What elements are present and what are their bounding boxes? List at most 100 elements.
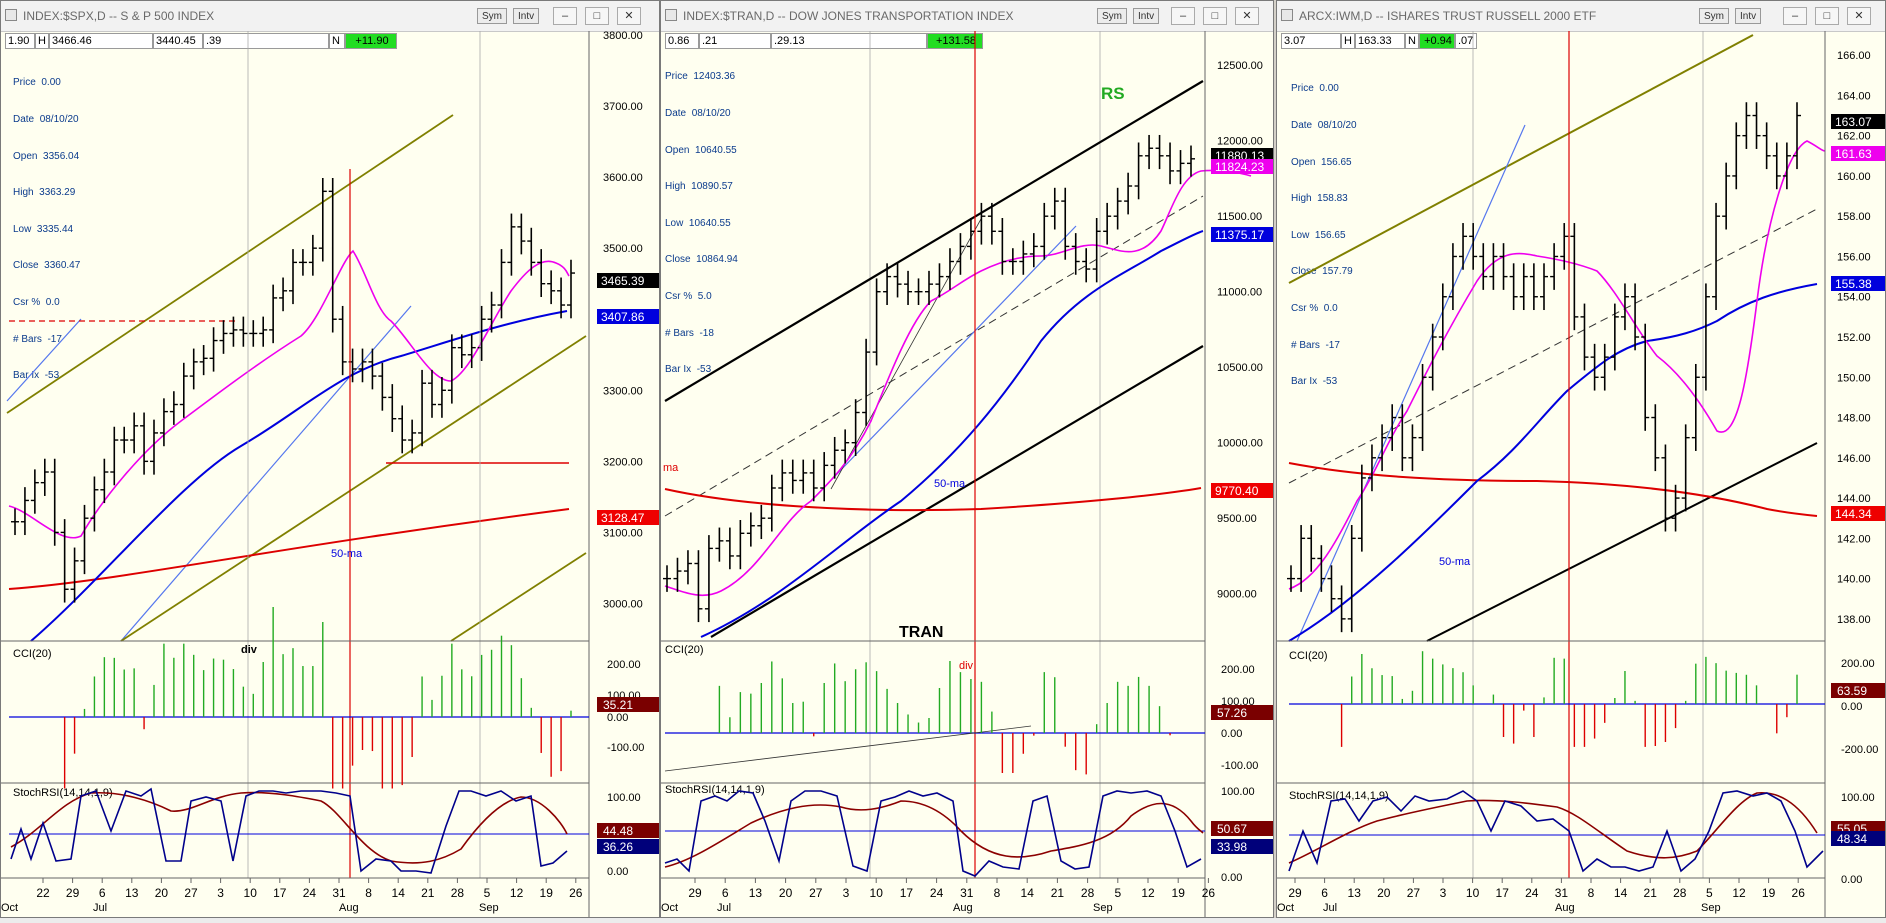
- ohlc-bar: [799, 459, 808, 494]
- price-tick-label: 3100.00: [603, 527, 643, 539]
- ohlc-bar: [1029, 233, 1038, 268]
- price-tick-label: 11500.00: [1217, 211, 1262, 223]
- ohlc-bar: [1661, 444, 1670, 532]
- chart-canvas[interactable]: 50-ma div CCI(20) StochRSI(14,14,1,9) 3 8…: [1, 1, 660, 918]
- price-tag-label: 11880.13: [1215, 149, 1264, 163]
- price-tag-label: 11824.23: [1215, 160, 1264, 174]
- cci-histogram: [718, 661, 1171, 775]
- close-button[interactable]: ✕: [1847, 7, 1871, 25]
- maximize-button[interactable]: □: [1203, 7, 1227, 25]
- sym-button[interactable]: Sym: [477, 8, 507, 24]
- price-tick-label: 9000.00: [1217, 589, 1257, 601]
- ohlc-bar: [977, 202, 986, 245]
- info-row: Csr % 0.0: [1291, 303, 1338, 315]
- price-tick-label: 156.00: [1837, 251, 1871, 263]
- chart-window-tran[interactable]: INDEX:$TRAN,D -- DOW JONES TRANSPORTATIO…: [660, 0, 1274, 918]
- ohlc-bar: [935, 263, 944, 298]
- intv-button[interactable]: Intv: [1735, 8, 1762, 24]
- date-tick-label: 22: [36, 886, 50, 900]
- cci-tag: 63.59: [1831, 683, 1885, 698]
- info-row: # Bars -17: [1291, 339, 1340, 351]
- window-menu-icon[interactable]: [1281, 9, 1293, 21]
- ohlc-bar: [40, 458, 49, 496]
- ohlc-bar: [1287, 565, 1295, 592]
- ohlc-bar: [1742, 102, 1751, 149]
- info-panel: Price 12403.36 Date 08/10/20 Open 10640.…: [665, 47, 738, 401]
- date-tick-label: 26: [1792, 886, 1806, 900]
- ohlc-bar: [1040, 202, 1049, 260]
- ohlc-bar: [1732, 122, 1741, 190]
- date-tick-label: 5: [484, 886, 491, 900]
- channel-olive: [1288, 34, 1754, 284]
- ohlc-bar: [209, 327, 218, 372]
- chart-window-spx[interactable]: INDEX:$SPX,D -- S & P 500 INDEX Sym Intv…: [0, 0, 660, 918]
- info-row: Csr % 0.0: [13, 297, 60, 309]
- ma200-line: [8, 508, 570, 590]
- chart-canvas[interactable]: 50-ma RS TRAN ma div CCI(20) StochRSI(14…: [661, 1, 1274, 918]
- cci-trendline: [664, 725, 1032, 772]
- ohlc-bar: [378, 362, 387, 411]
- maximize-button[interactable]: □: [585, 7, 609, 25]
- date-tick-label: 28: [451, 886, 465, 900]
- month-label: Oct: [1277, 902, 1294, 914]
- cci-tick-label: 0.00: [1841, 701, 1862, 713]
- ohlc-bar: [1712, 202, 1721, 311]
- short-ma-line: [664, 169, 1252, 596]
- intv-button[interactable]: Intv: [1133, 8, 1160, 24]
- ohlc-bar: [694, 550, 703, 623]
- cci-tag-label: 35.21: [603, 698, 633, 712]
- stoch-slow-line: [664, 800, 1204, 868]
- ohlc-bar: [1438, 283, 1447, 351]
- close-button[interactable]: ✕: [1235, 7, 1259, 25]
- chart-canvas[interactable]: 50-ma CCI(20) StochRSI(14,14,1,9) 166.00…: [1277, 1, 1886, 918]
- sym-button[interactable]: Sym: [1097, 8, 1127, 24]
- window-menu-icon[interactable]: [665, 9, 677, 21]
- ohlc-bar: [308, 234, 317, 276]
- ohlc-bar: [477, 305, 486, 361]
- annotation-rs: RS: [1101, 84, 1125, 103]
- chart-window-iwm[interactable]: ARCX:IWM,D -- ISHARES TRUST RUSSELL 2000…: [1276, 0, 1886, 918]
- minimize-button[interactable]: –: [553, 7, 577, 25]
- date-tick-label: 21: [1051, 886, 1065, 900]
- price-tag-label: 161.63: [1835, 147, 1872, 161]
- ohlc-bar: [1145, 134, 1154, 170]
- price-tag: 11880.13: [1211, 148, 1273, 163]
- price-tag-label: 3407.86: [601, 310, 645, 324]
- info-row: Price 12403.36: [665, 71, 736, 83]
- cci-tick-label: 200.00: [607, 659, 641, 671]
- stoch-label: StochRSI(14,14,1,9): [1289, 790, 1389, 802]
- date-tick-label: 24: [930, 886, 944, 900]
- info-row: High 10890.57: [665, 181, 733, 193]
- title-bar[interactable]: ARCX:IWM,D -- ISHARES TRUST RUSSELL 2000…: [1277, 1, 1885, 32]
- price-tick-label: 140.00: [1837, 574, 1871, 586]
- month-label: Aug: [339, 902, 359, 914]
- price-tick-label: 12500.00: [1217, 60, 1263, 72]
- price-tick-label: 3200.00: [603, 456, 643, 468]
- ohlc-bar: [1428, 323, 1437, 391]
- price-tick-label: 146.00: [1837, 453, 1871, 465]
- minimize-button[interactable]: –: [1783, 7, 1807, 25]
- date-tick-label: 31: [1555, 886, 1569, 900]
- cci-tag: 57.26: [1211, 705, 1273, 720]
- ohlc-bar: [189, 348, 198, 390]
- stoch-tag: 33.98: [1211, 839, 1273, 854]
- info-row: # Bars -18: [665, 327, 714, 339]
- date-tick-label: 10: [870, 886, 884, 900]
- title-bar[interactable]: INDEX:$TRAN,D -- DOW JONES TRANSPORTATIO…: [661, 1, 1273, 32]
- maximize-button[interactable]: □: [1815, 7, 1839, 25]
- intv-button[interactable]: Intv: [513, 8, 540, 24]
- info-row: Low 10640.55: [665, 217, 731, 229]
- price-tag: 3128.47: [597, 510, 659, 525]
- ohlc-bar: [883, 263, 892, 305]
- header-field: N: [329, 33, 345, 49]
- ohlc-bar: [1620, 283, 1629, 331]
- cci-histogram: [1340, 651, 1798, 747]
- title-bar[interactable]: INDEX:$SPX,D -- S & P 500 INDEX Sym Intv…: [1, 1, 659, 32]
- window-menu-icon[interactable]: [5, 9, 17, 21]
- ohlc-bar: [956, 233, 965, 275]
- ohlc-bar: [830, 436, 839, 479]
- sym-button[interactable]: Sym: [1699, 8, 1729, 24]
- minimize-button[interactable]: –: [1171, 7, 1195, 25]
- close-button[interactable]: ✕: [617, 7, 641, 25]
- date-tick-label: 14: [1614, 886, 1628, 900]
